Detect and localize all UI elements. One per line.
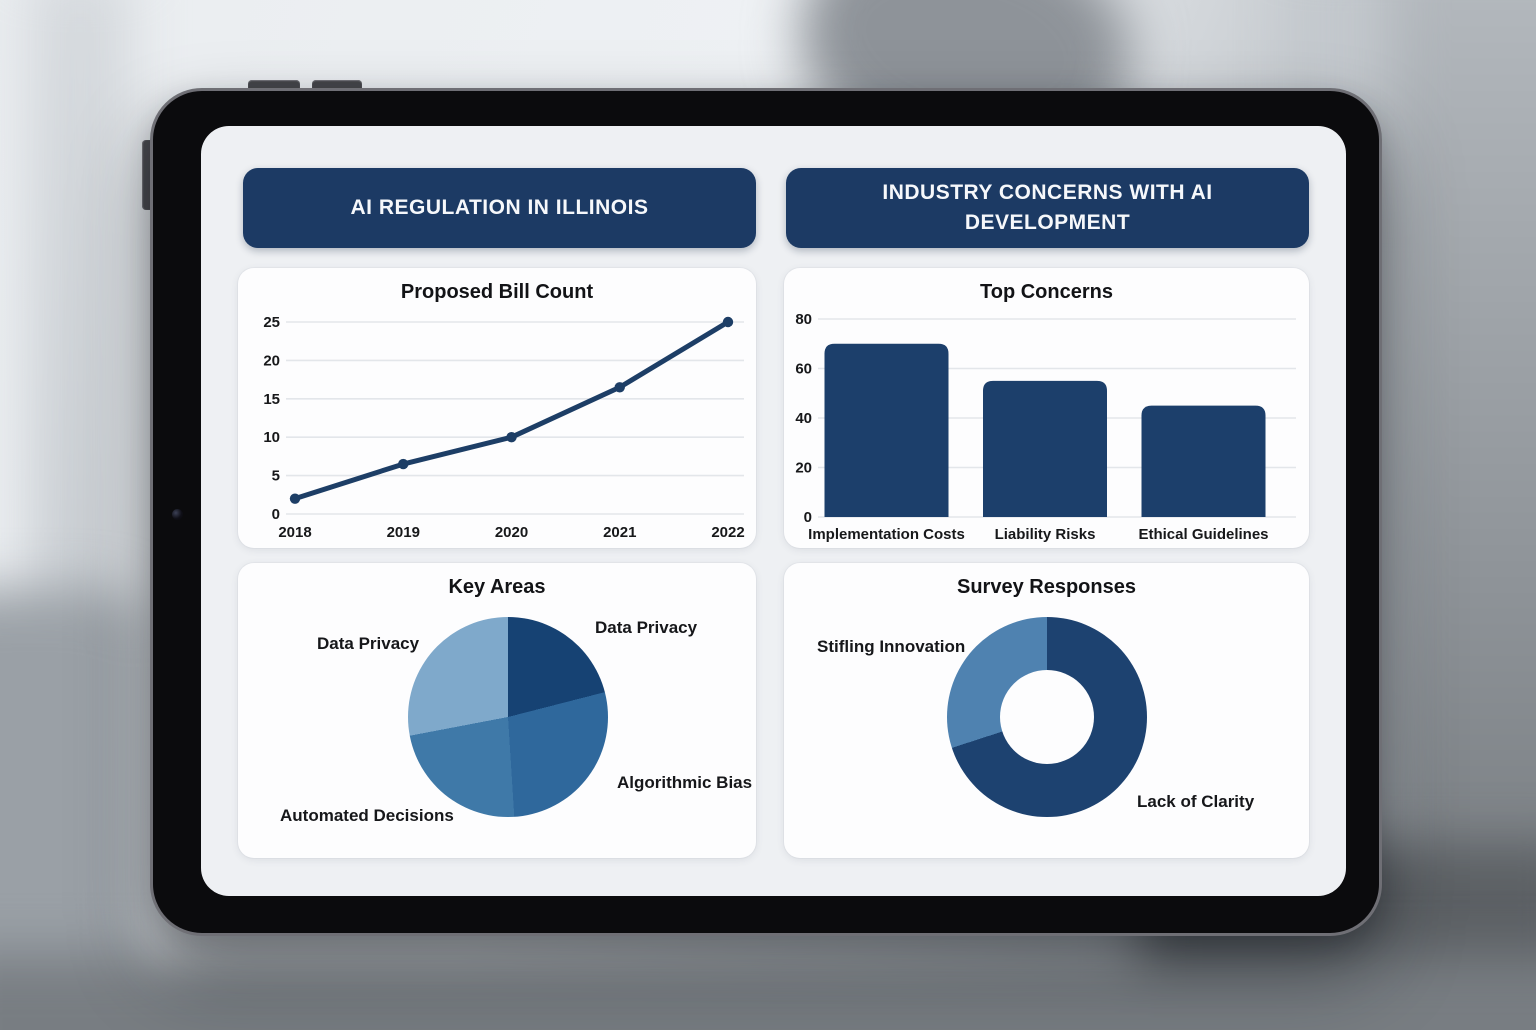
svg-text:15: 15 (263, 391, 280, 408)
svg-text:Liability Risks: Liability Risks (995, 526, 1096, 543)
svg-text:2022: 2022 (711, 524, 744, 541)
front-camera (172, 509, 183, 520)
donut-hole (1000, 670, 1094, 764)
tablet-volume-button-2 (312, 80, 362, 91)
donut-chart (947, 617, 1147, 817)
line-chart: 0 5 10 15 20 25 2018 2019 2020 2021 2022 (263, 314, 744, 541)
card-proposed-bill-count: Proposed Bill Count 0 5 10 15 20 25 2018 2019 20… (238, 268, 756, 548)
svg-text:40: 40 (795, 410, 812, 427)
background-floor (0, 955, 1536, 1030)
donut-label-lack-of-clarity: Lack of Clarity (1137, 792, 1255, 811)
svg-text:10: 10 (263, 429, 280, 446)
donut-label-stifling-innovation: Stifling Innovation (817, 637, 966, 656)
card-top-concerns: Top Concerns 0 20 40 60 80 Implementation Cos… (784, 268, 1309, 548)
pie-chart (408, 617, 608, 817)
svg-text:60: 60 (795, 361, 812, 378)
svg-text:5: 5 (272, 468, 280, 485)
card-survey-responses: Survey Responses Stifling Innovation Lac… (784, 563, 1309, 858)
pie-chart-title: Key Areas (448, 576, 546, 598)
tablet-volume-button-1 (248, 80, 300, 91)
svg-text:2021: 2021 (603, 524, 636, 541)
pie-label-data-privacy-right: Data Privacy (595, 618, 698, 637)
svg-text:2020: 2020 (495, 524, 528, 541)
line-chart-title: Proposed Bill Count (400, 281, 594, 303)
svg-text:20: 20 (795, 460, 812, 477)
bar-chart-title: Top Concerns (980, 281, 1113, 303)
pie-label-automated-decisions: Automated Decisions (280, 806, 454, 825)
bar-chart: 0 20 40 60 80 Implementation Costs Liability R… (795, 311, 1296, 543)
svg-text:2019: 2019 (387, 524, 420, 541)
pie-label-algorithmic-bias: Algorithmic Bias (617, 773, 753, 792)
tablet-screen: AI REGULATION IN ILLINOIS INDUSTRY CONCE… (201, 126, 1346, 896)
svg-text:0: 0 (272, 506, 280, 523)
pie-label-data-privacy-left: Data Privacy (317, 634, 420, 653)
card-key-areas: Key Areas Data Privacy Algorithmic Bias … (238, 563, 756, 858)
svg-text:Implementation Costs: Implementation Costs (808, 526, 965, 543)
tablet-device: AI REGULATION IN ILLINOIS INDUSTRY CONCE… (150, 88, 1382, 936)
svg-text:80: 80 (795, 311, 812, 328)
svg-text:20: 20 (263, 352, 280, 369)
header-ai-regulation: AI REGULATION IN ILLINOIS (243, 168, 756, 248)
svg-text:2018: 2018 (278, 524, 311, 541)
donut-chart-title: Survey Responses (957, 576, 1136, 598)
header-industry-concerns: INDUSTRY CONCERNS WITH AI DEVELOPMENT (786, 168, 1309, 248)
svg-text:Ethical Guidelines: Ethical Guidelines (1138, 526, 1268, 543)
svg-text:0: 0 (804, 509, 812, 526)
tablet-side-button (142, 140, 152, 210)
svg-text:25: 25 (263, 314, 280, 331)
